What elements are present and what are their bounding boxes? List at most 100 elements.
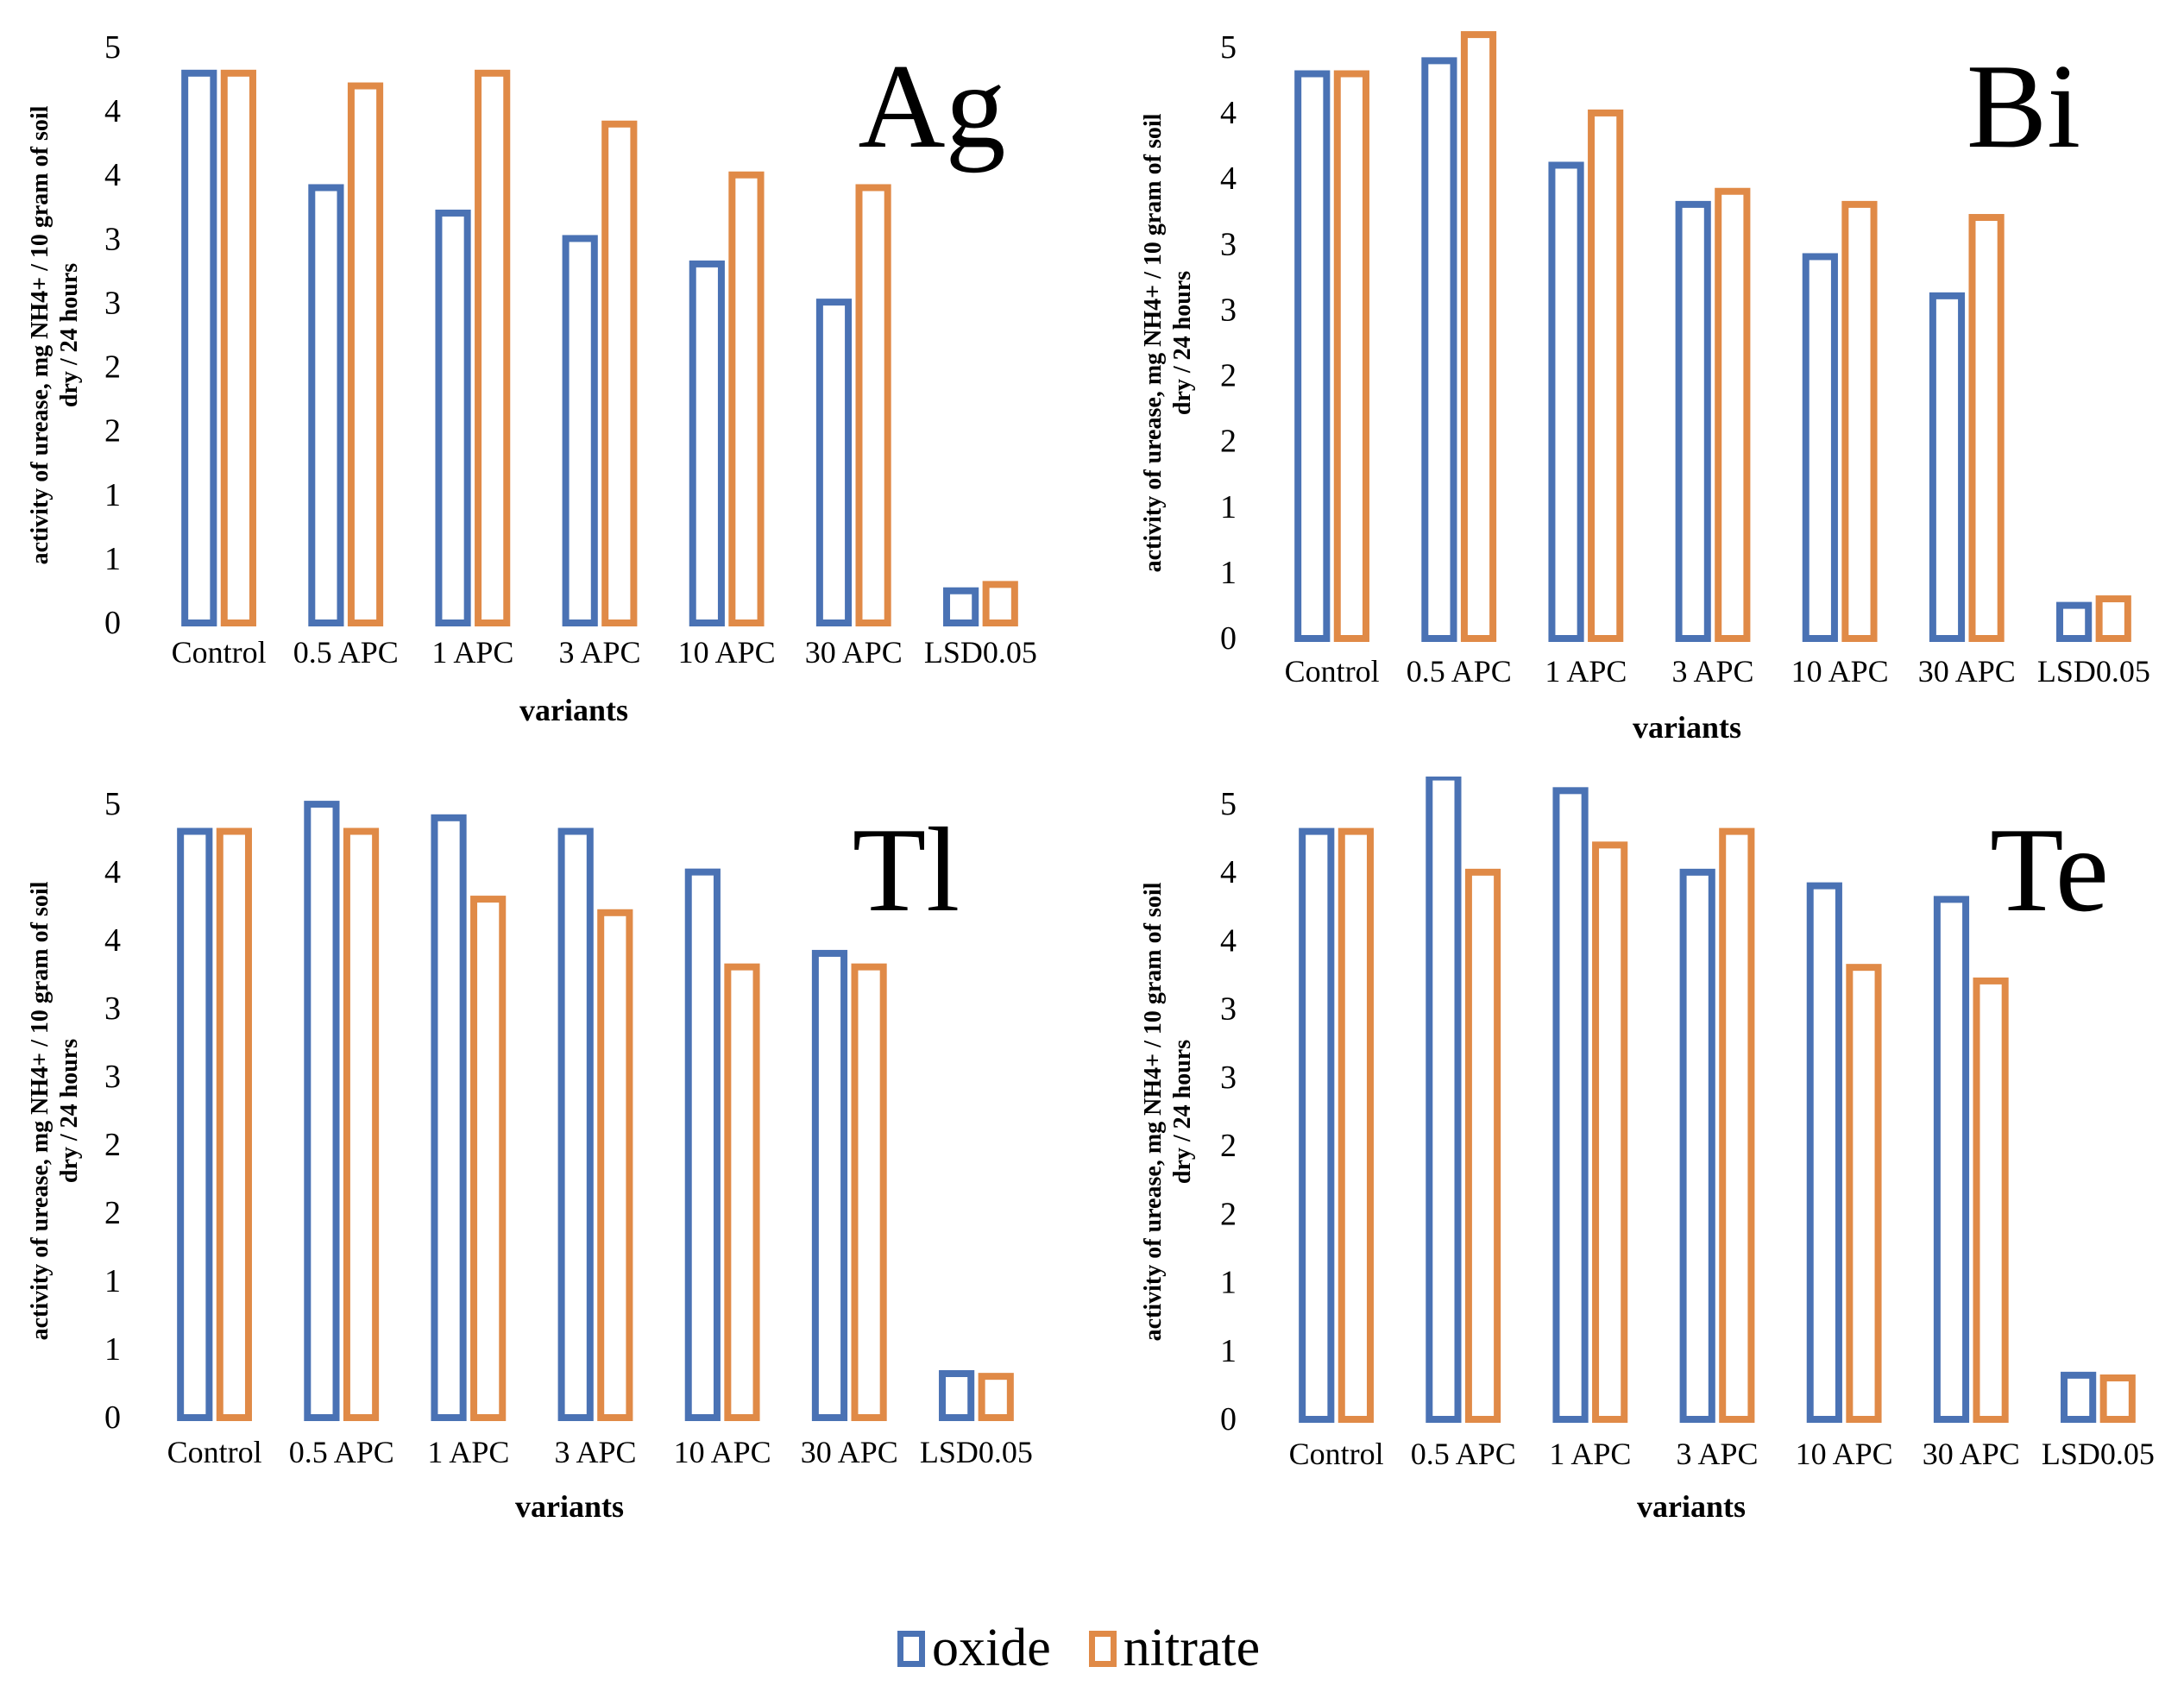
bar-oxide [684,868,721,1421]
bar-nitrate [851,963,887,1421]
bar-oxide [943,587,979,626]
bar-nitrate [1333,70,1369,643]
chart-plot-group: 0 1 1 2 2 3 3 4 4 5 Control 0.5 APC 1 APC 3 APC 10 APC… [27,29,1037,727]
x-tick-label: 0.5 APC [1407,654,1512,689]
bar-nitrate [728,171,765,627]
x-tick-label: 30 APC [801,1435,898,1469]
x-tick-label: 30 APC [1918,654,2016,689]
bar-nitrate [1592,841,1628,1423]
y-tick-label: 1 [104,477,121,513]
bar-oxide [1806,882,1842,1424]
legend-swatch-nitrate [1088,1630,1117,1667]
x-tick-label: 30 APC [805,635,903,670]
bar-oxide [2056,601,2093,642]
chart-panel-bi: 0 1 1 2 2 3 3 4 4 5 Control 0.5 APC 1 APC 3 APC 10 APC… [1092,0,2183,777]
y-tick-label: 4 [104,157,121,193]
y-tick-label: 4 [104,93,121,129]
y-tick-label: 2 [104,349,121,386]
bar-oxide [304,801,340,1422]
x-tick-label: LSD0.05 [2042,1437,2155,1471]
chart-svg-bi: 0 1 1 2 2 3 3 4 4 5 Control 0.5 APC 1 APC 3 APC 10 APC… [1140,29,2150,745]
x-axis-label: variants [1637,1489,1746,1524]
chart-panel-te: 0 1 1 2 2 3 3 4 4 5 Control 0.5 APC 1 APC 3 APC 10 APC… [1092,777,2183,1553]
bar-nitrate [216,827,252,1422]
x-tick-label: 1 APC [431,635,513,670]
bar-oxide [177,827,213,1422]
chart-svg-tl: 0 1 1 2 2 3 3 4 4 5 Control 0.5 APC 1 APC 3 APC 10 APC… [27,786,1033,1524]
bar-oxide [689,260,725,626]
y-tick-label: 4 [1220,95,1237,131]
x-tick-label: LSD0.05 [924,635,1037,670]
x-tick-label: 1 APC [1549,1437,1631,1471]
panel-element-label: Te [1990,803,2109,937]
bar-nitrate [2099,1374,2136,1424]
bar-nitrate [724,963,760,1421]
bar-oxide [1294,70,1331,643]
bar-oxide [1929,292,1966,642]
y-tick-label: 3 [1220,292,1237,328]
chart-panel-ag: 0 1 1 2 2 3 3 4 4 5 Control 0.5 APC 1 APC 3 APC 10 APC… [0,0,1092,777]
x-axis-label: variants [515,1489,624,1524]
x-tick-label: 3 APC [1671,654,1753,689]
x-tick-label: 10 APC [1796,1437,1893,1471]
chart-legend: oxide nitrate [897,1618,1298,1679]
chart-plot-group: 0 1 1 2 2 3 3 4 4 5 Control 0.5 APC 1 APC 3 APC 10 APC… [27,786,1033,1524]
y-tick-label: 4 [104,854,121,890]
y-tick-label: 3 [1220,1060,1237,1096]
y-tick-label: 5 [104,29,121,66]
bar-oxide [1421,57,1457,642]
bar-nitrate [1841,200,1878,642]
y-tick-label: 2 [1220,424,1237,460]
bar-oxide [815,299,853,626]
bar-oxide [562,235,598,626]
x-tick-label: Control [1289,1437,1384,1471]
y-tick-label: 4 [1220,854,1237,890]
bar-oxide [811,949,848,1421]
x-tick-label: 10 APC [678,635,776,670]
bar-nitrate [597,909,633,1421]
bar-oxide [1299,827,1335,1423]
y-tick-label: 2 [104,1127,121,1163]
x-tick-label: 10 APC [674,1435,771,1469]
bar-nitrate [601,120,638,626]
x-tick-label: 1 APC [1545,654,1627,689]
bar-nitrate [2095,595,2131,642]
y-tick-label: 4 [1220,922,1237,959]
y-tick-label: 1 [1220,1333,1237,1369]
x-tick-label: 10 APC [1791,654,1889,689]
bar-oxide [1933,896,1970,1423]
x-tick-label: 3 APC [554,1435,636,1469]
y-tick-label: 1 [104,541,121,577]
x-tick-label: LSD0.05 [920,1435,1033,1469]
bar-nitrate [347,82,384,627]
bar-nitrate [1973,977,2009,1423]
bar-oxide [1548,161,1584,642]
x-tick-label: 1 APC [427,1435,509,1469]
bar-nitrate [343,827,380,1422]
bar-oxide [308,184,344,626]
y-tick-label: 4 [104,922,121,959]
y-tick-label: 3 [104,285,121,321]
y-tick-label: 1 [1220,555,1237,591]
bar-nitrate [1715,187,1751,643]
y-tick-label: 3 [1220,226,1237,262]
bar-nitrate [1588,109,1624,643]
y-tick-label: 0 [1220,1401,1237,1437]
bar-nitrate [1719,827,1755,1423]
y-tick-label: 0 [104,1400,121,1436]
legend-swatch-oxide [897,1630,925,1667]
x-tick-label: 0.5 APC [1411,1437,1516,1471]
x-tick-label: Control [1285,654,1380,689]
bar-nitrate [1337,827,1374,1423]
x-axis-label: variants [1633,710,1741,745]
bar-oxide [181,69,217,626]
y-tick-label: 3 [104,991,121,1027]
chart-plot-group: 0 1 1 2 2 3 3 4 4 5 Control 0.5 APC 1 APC 3 APC 10 APC… [1140,29,2150,745]
chart-svg-ag: 0 1 1 2 2 3 3 4 4 5 Control 0.5 APC 1 APC 3 APC 10 APC… [27,29,1037,727]
y-tick-label: 1 [104,1263,121,1299]
y-tick-label: 1 [1220,489,1237,525]
y-tick-label: 3 [104,221,121,257]
bar-oxide [1802,253,1838,642]
bar-oxide [1679,868,1715,1424]
y-axis-label: activity of urease, mg NH4+ / 10 gram of… [27,881,83,1340]
